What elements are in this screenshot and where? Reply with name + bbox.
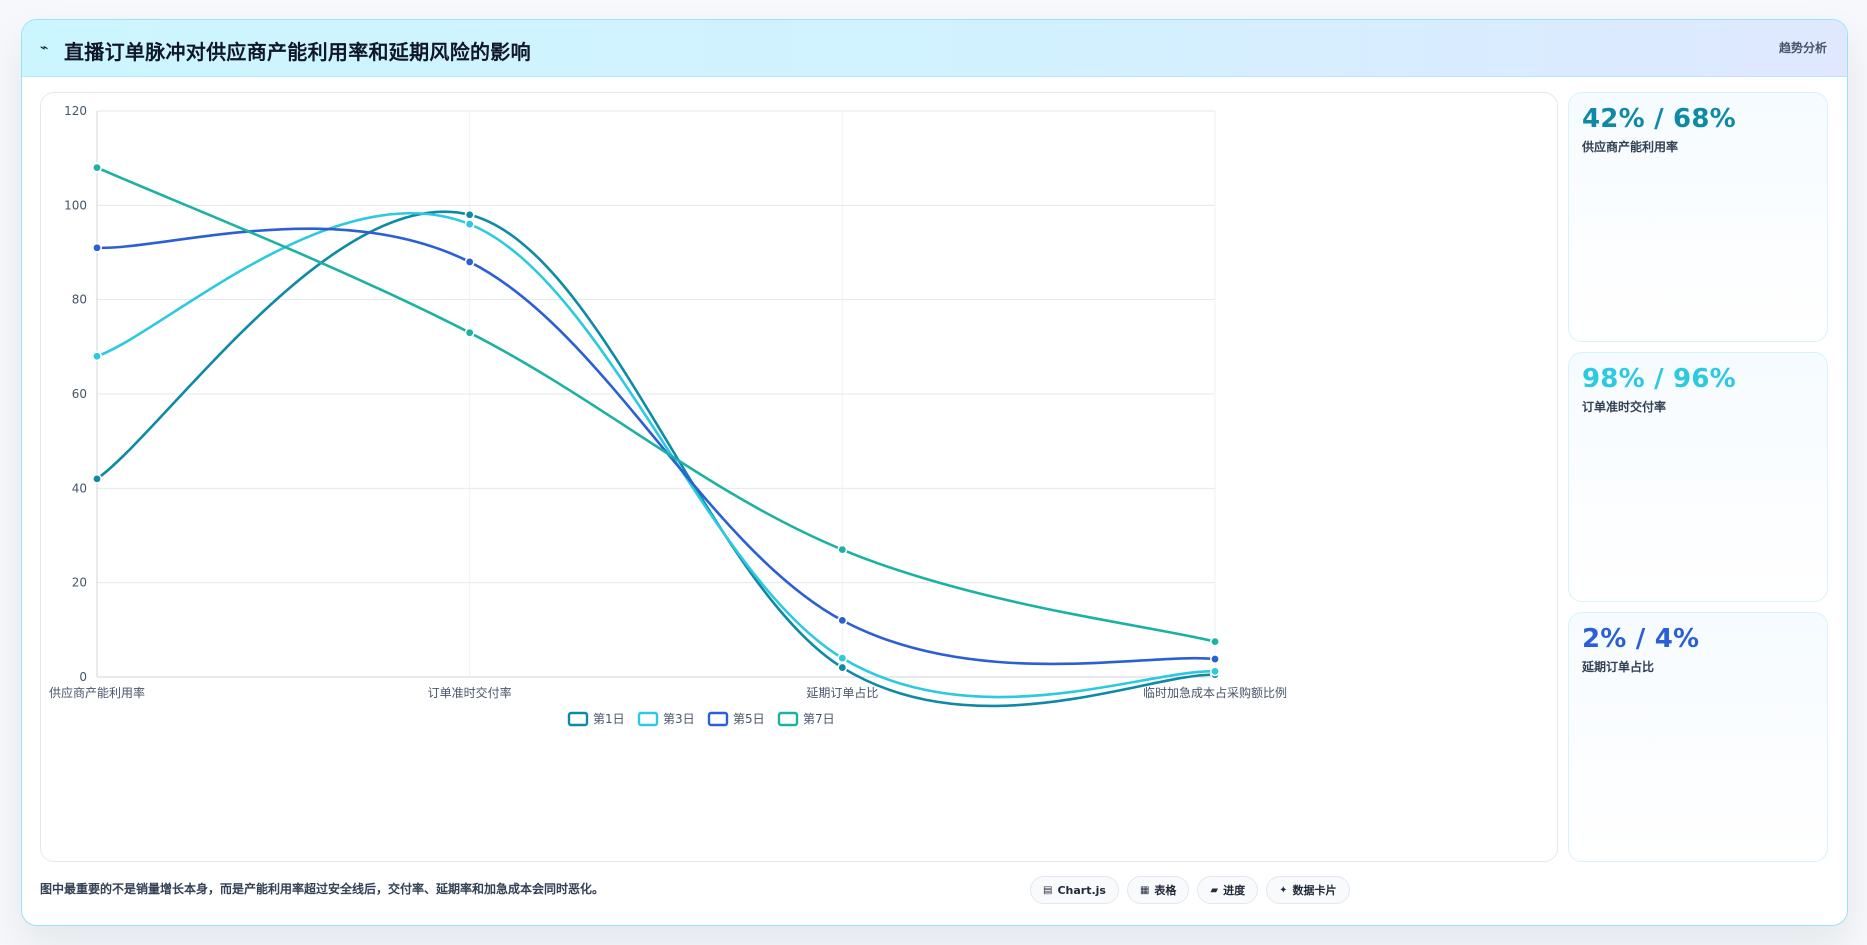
legend-swatch-4 [777, 711, 799, 727]
series-point-1-1 [91, 473, 102, 484]
y-tick-label: 120 [64, 104, 87, 118]
chart-icon: ▤ [1043, 884, 1053, 896]
progress-label: 进度 [1223, 884, 1246, 897]
x-tick-label: 订单准时交付率 [428, 685, 512, 700]
series-point-1-2 [464, 209, 475, 220]
footer-actions: ▤ Chart.js ▦ 表格 ▰ 进度 ✦ 数据卡片 [1030, 876, 1350, 904]
series-line-1 [95, 210, 1217, 708]
series-group [91, 162, 1221, 708]
table-label: 表格 [1154, 884, 1177, 897]
footer-note: 图中最重要的不是销量增长本身，而是产能利用率超过安全线后，交付率、延期率和加急成… [40, 882, 605, 896]
series-point-3-4 [1210, 654, 1221, 665]
trend-icon: ⌁ [40, 40, 49, 56]
kpi-label: 延期订单占比 [1582, 660, 1655, 674]
data-card-label: 数据卡片 [1292, 884, 1337, 897]
series-point-2-3 [837, 653, 848, 664]
header: ⌁ 直播订单脉冲对供应商产能利用率和延期风险的影响 趋势分析 [22, 20, 1847, 77]
table-button[interactable]: ▦ 表格 [1126, 876, 1190, 904]
series-point-2-1 [91, 351, 102, 362]
kpi-card-2: 98% / 96% 订单准时交付率 [1568, 352, 1828, 602]
progress-icon: ▰ [1210, 884, 1219, 896]
chartjs-button[interactable]: ▤ Chart.js [1030, 876, 1119, 904]
series-point-4-4 [1210, 636, 1221, 647]
page-title: 直播订单脉冲对供应商产能利用率和延期风险的影响 [64, 40, 531, 64]
kpi-label: 订单准时交付率 [1582, 400, 1667, 414]
kpi-card-1: 42% / 68% 供应商产能利用率 [1568, 92, 1828, 342]
series-point-4-1 [91, 162, 102, 173]
x-tick-label: 供应商产能利用率 [49, 685, 145, 700]
y-tick-label: 0 [79, 670, 87, 684]
chart-card: 0 20 40 60 80 100 120 供应商产能利用率 订单准时交付率 延期订单占比 临时加急… [40, 92, 1558, 862]
card-icon: ✦ [1279, 884, 1288, 896]
series-point-2-2 [464, 219, 475, 230]
legend-swatch-1 [567, 711, 589, 727]
progress-button[interactable]: ▰ 进度 [1197, 876, 1259, 904]
legend-label-2: 第3日 [663, 712, 695, 726]
y-tick-label: 80 [72, 293, 87, 307]
legend-label-1: 第1日 [593, 712, 625, 726]
dashboard-frame: ⌁ 直播订单脉冲对供应商产能利用率和延期风险的影响 趋势分析 0 20 40 60 80… [21, 19, 1848, 926]
series-point-2-4 [1210, 666, 1221, 677]
series-line-3 [95, 227, 1217, 666]
line-chart: 0 20 40 60 80 100 120 供应商产能利用率 订单准时交付率 延期订单占比 临时加急… [49, 104, 1287, 727]
legend-label-3: 第5日 [733, 712, 765, 726]
kpi-value: 98% / 96% [1582, 364, 1736, 394]
kpi-card-3: 2% / 4% 延期订单占比 [1568, 612, 1828, 862]
series-point-1-3 [837, 662, 848, 673]
legend-swatch-2 [637, 711, 659, 727]
series-line-2 [95, 211, 1217, 699]
series-point-3-1 [91, 242, 102, 253]
legend-label-4: 第7日 [803, 712, 835, 726]
chart-grid [96, 110, 1216, 678]
series-point-3-3 [837, 615, 848, 626]
legend-swatch-3 [707, 711, 729, 727]
series-line-4 [95, 166, 1217, 643]
y-tick-label: 40 [72, 481, 87, 495]
y-tick-label: 20 [72, 576, 87, 590]
table-icon: ▦ [1139, 884, 1150, 896]
y-tick-label: 100 [64, 198, 87, 212]
series-point-3-2 [464, 256, 475, 267]
chartjs-label: Chart.js [1057, 883, 1106, 897]
data-card-button[interactable]: ✦ 数据卡片 [1266, 876, 1350, 904]
series-point-4-2 [464, 327, 475, 338]
y-tick-label: 60 [72, 387, 87, 401]
kpi-value: 42% / 68% [1582, 104, 1736, 134]
kpi-label: 供应商产能利用率 [1582, 140, 1679, 154]
header-right-label: 趋势分析 [1778, 41, 1827, 55]
x-tick-label: 延期订单占比 [806, 685, 878, 700]
x-tick-label: 临时加急成本占采购额比例 [1143, 685, 1287, 700]
series-point-4-3 [837, 544, 848, 555]
kpi-value: 2% / 4% [1582, 624, 1700, 654]
